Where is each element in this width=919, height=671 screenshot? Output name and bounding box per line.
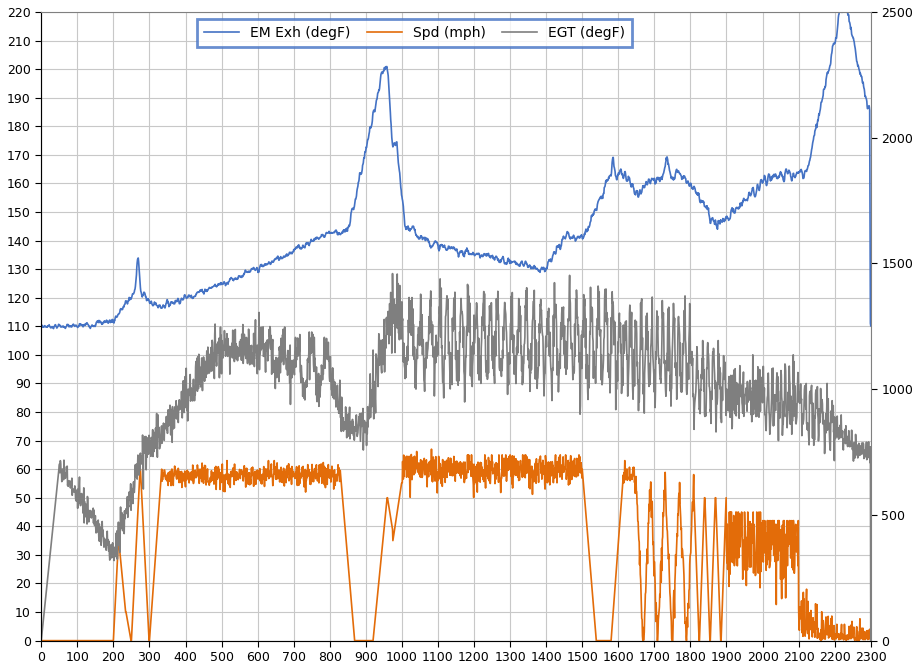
Line: EGT (degF): EGT (degF) bbox=[41, 274, 869, 641]
Line: Spd (mph): Spd (mph) bbox=[41, 449, 869, 641]
Spd (mph) bbox=[36, 637, 47, 645]
EM Exh (degF) bbox=[332, 230, 343, 238]
Spd (mph) bbox=[360, 637, 371, 645]
Spd (mph) bbox=[782, 541, 793, 550]
EGT (degF) bbox=[864, 637, 875, 645]
EGT (degF) bbox=[360, 427, 371, 435]
EM Exh (degF) bbox=[341, 224, 352, 232]
EM Exh (degF) bbox=[481, 252, 492, 260]
EGT (degF) bbox=[36, 637, 47, 645]
EGT (degF) bbox=[340, 419, 351, 427]
EM Exh (degF) bbox=[864, 322, 875, 330]
EM Exh (degF) bbox=[837, 0, 848, 7]
EGT (degF) bbox=[331, 397, 342, 405]
Spd (mph) bbox=[425, 445, 437, 453]
Legend: EM Exh (degF), Spd (mph), EGT (degF): EM Exh (degF), Spd (mph), EGT (degF) bbox=[197, 19, 631, 47]
Spd (mph) bbox=[864, 637, 875, 645]
Spd (mph) bbox=[340, 539, 351, 547]
EM Exh (degF) bbox=[36, 321, 47, 329]
EM Exh (degF) bbox=[48, 325, 59, 333]
Spd (mph) bbox=[481, 462, 492, 470]
EGT (degF) bbox=[782, 389, 793, 397]
EGT (degF) bbox=[696, 354, 707, 362]
Spd (mph) bbox=[331, 477, 342, 485]
EM Exh (degF) bbox=[782, 168, 793, 176]
EGT (degF) bbox=[387, 270, 398, 278]
Spd (mph) bbox=[696, 565, 707, 573]
EM Exh (degF) bbox=[360, 144, 371, 152]
Line: EM Exh (degF): EM Exh (degF) bbox=[41, 3, 869, 329]
EGT (degF) bbox=[481, 372, 492, 380]
EM Exh (degF) bbox=[696, 198, 707, 206]
